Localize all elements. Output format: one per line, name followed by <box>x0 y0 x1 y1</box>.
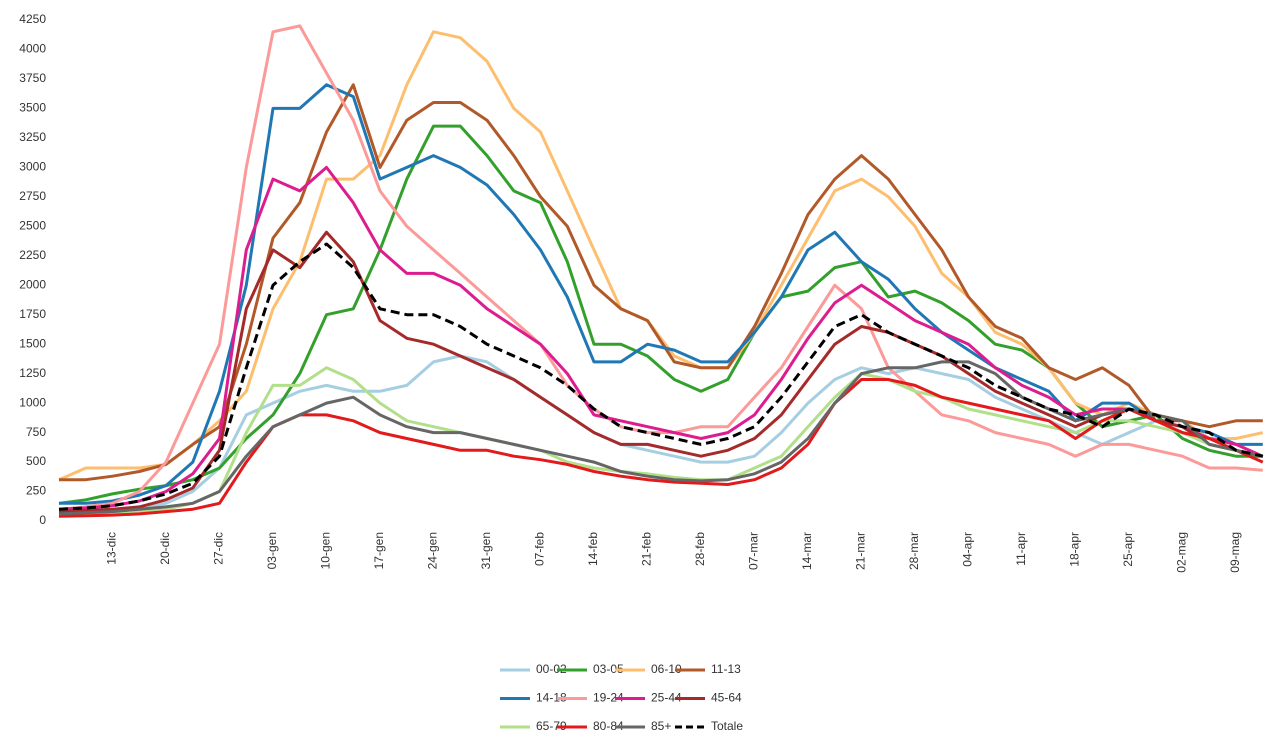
x-tick-label: 20-dic <box>158 532 172 565</box>
y-tick-label: 500 <box>26 454 46 468</box>
x-tick-label: 25-apr <box>1121 532 1135 567</box>
series-line <box>58 378 1264 518</box>
y-tick-label: 750 <box>26 425 46 439</box>
legend-label: Totale <box>711 719 743 733</box>
y-tick-label: 1500 <box>19 336 46 350</box>
legend-label: 45-64 <box>711 691 742 705</box>
y-tick-label: 1250 <box>19 366 46 380</box>
x-tick-label: 03-gen <box>265 532 279 569</box>
x-tick-label: 11-apr <box>1014 532 1028 566</box>
x-tick-label: 17-gen <box>372 532 386 569</box>
y-tick-label: 4250 <box>19 12 46 26</box>
series-line <box>58 360 1264 516</box>
y-tick-label: 2750 <box>19 189 46 203</box>
x-tick-label: 13-dic <box>105 532 119 565</box>
series-line <box>59 83 1263 482</box>
y-tick-label: 0 <box>39 513 46 527</box>
legend-label: 19-24 <box>593 691 624 705</box>
legend-label: 25-44 <box>651 691 682 705</box>
x-tick-label: 14-feb <box>586 532 600 566</box>
y-tick-label: 1000 <box>19 395 46 409</box>
x-tick-label: 31-gen <box>479 532 493 569</box>
legend-label: 11-13 <box>711 662 741 676</box>
x-tick-label: 21-mar <box>854 532 868 570</box>
legend-label: 03-05 <box>593 662 624 676</box>
x-tick-label: 07-feb <box>533 532 547 566</box>
legend-label: 06-10 <box>651 662 682 676</box>
series-line <box>58 24 1263 511</box>
x-tick-label: 14-mar <box>800 532 814 570</box>
x-tick-label: 28-feb <box>693 532 707 566</box>
legend-label: 00-02 <box>536 662 567 676</box>
y-tick-label: 250 <box>26 484 46 498</box>
x-tick-label: 28-mar <box>907 532 921 570</box>
x-tick-label: 09-mag <box>1228 532 1242 573</box>
series-line <box>58 30 1264 482</box>
y-tick-label: 3000 <box>19 160 46 174</box>
x-tick-label: 21-feb <box>640 532 654 566</box>
x-tick-label: 07-mar <box>747 532 761 570</box>
x-tick-label: 10-gen <box>319 532 333 569</box>
legend-label: 80-84 <box>593 719 624 733</box>
series-line <box>58 230 1264 514</box>
y-tick-label: 2250 <box>19 248 46 262</box>
legend-label: 85+ <box>651 719 671 733</box>
x-tick-label: 04-apr <box>961 532 975 567</box>
y-tick-label: 3750 <box>19 71 46 85</box>
y-tick-label: 3500 <box>19 101 46 115</box>
x-tick-label: 18-apr <box>1068 532 1082 567</box>
series-line <box>58 242 1264 511</box>
y-tick-label: 4000 <box>19 42 46 56</box>
y-tick-label: 3250 <box>19 130 46 144</box>
y-tick-label: 2000 <box>19 277 46 291</box>
series-line <box>58 165 1264 511</box>
x-tick-label: 24-gen <box>426 532 440 569</box>
y-tick-label: 2500 <box>19 218 46 232</box>
legend-label: 65-79 <box>536 719 567 733</box>
x-tick-label: 27-dic <box>212 532 226 565</box>
legend-label: 14-18 <box>536 691 567 705</box>
x-tick-label: 02-mag <box>1175 532 1189 573</box>
y-tick-label: 1750 <box>19 307 46 321</box>
